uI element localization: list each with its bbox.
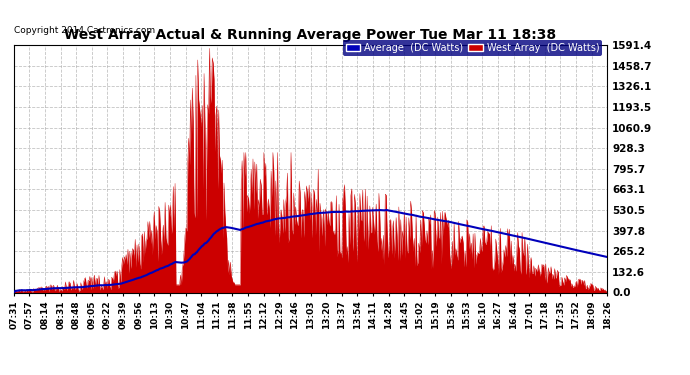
Text: Copyright 2014 Cartronics.com: Copyright 2014 Cartronics.com xyxy=(14,26,155,35)
Legend: Average  (DC Watts), West Array  (DC Watts): Average (DC Watts), West Array (DC Watts… xyxy=(343,40,602,56)
Title: West Array Actual & Running Average Power Tue Mar 11 18:38: West Array Actual & Running Average Powe… xyxy=(64,28,557,42)
